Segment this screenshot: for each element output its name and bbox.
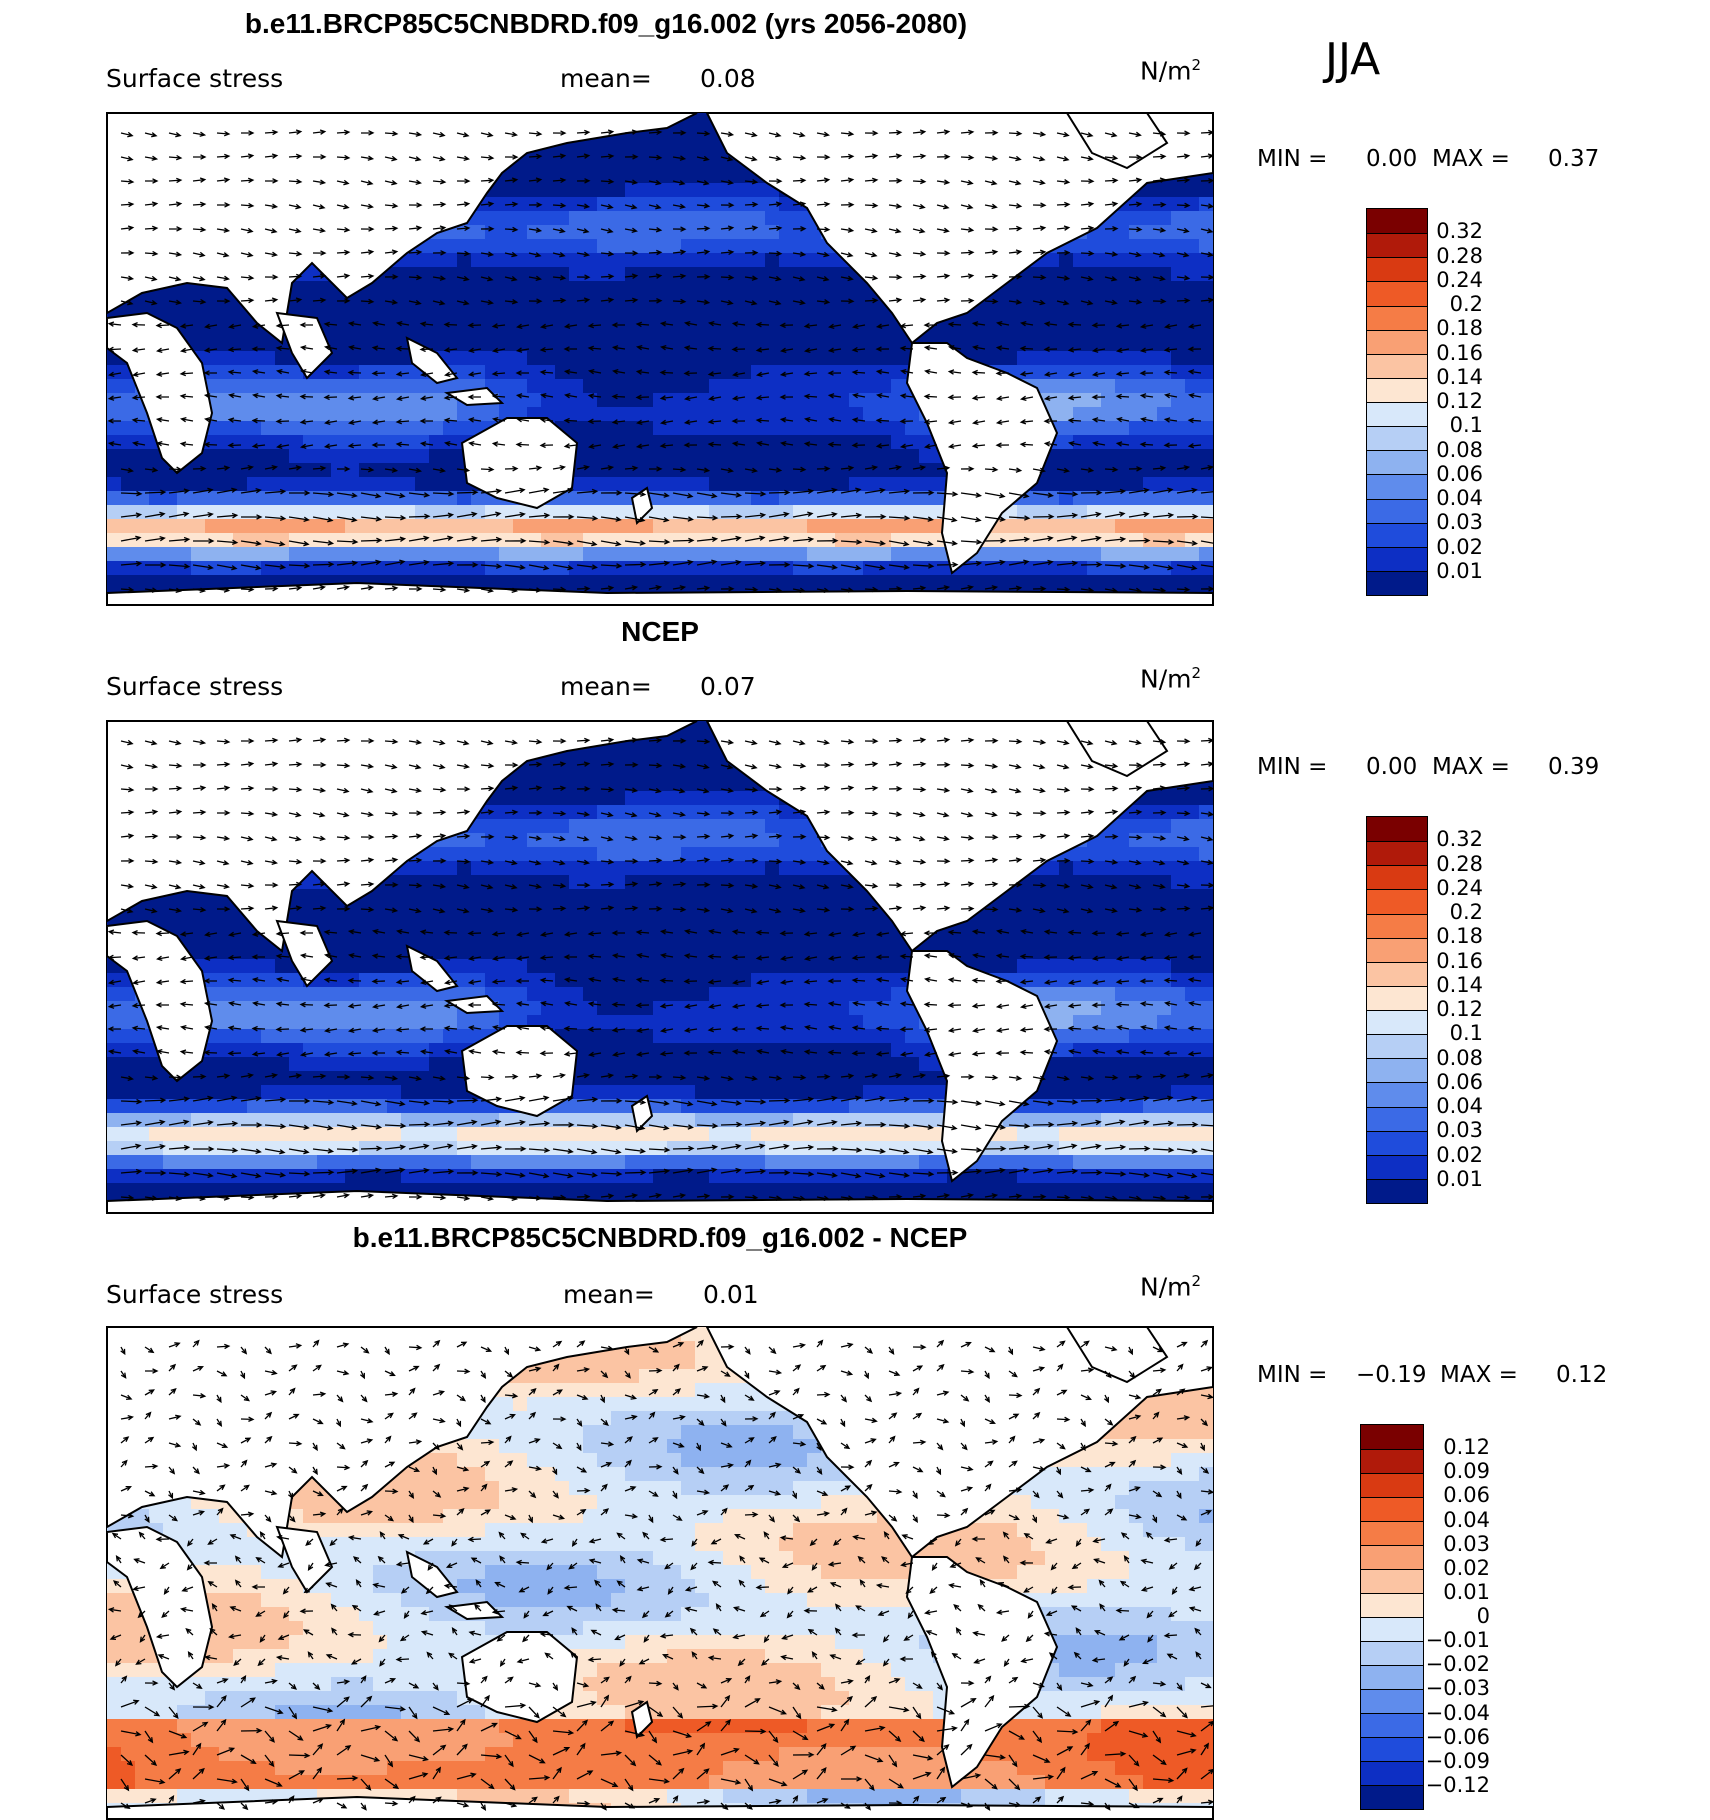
colorbar-tick-label: 0.24 xyxy=(1413,876,1483,900)
colorbar-swatch xyxy=(1361,1617,1423,1641)
colorbar-tick-label: 0.06 xyxy=(1420,1483,1490,1507)
colorbar-swatch xyxy=(1361,1713,1423,1737)
colorbar-tick-label: −0.01 xyxy=(1420,1628,1490,1652)
colorbar-tick-label: 0.03 xyxy=(1413,1118,1483,1142)
colorbar-tick-label: 0.28 xyxy=(1413,852,1483,876)
colorbar-swatch xyxy=(1361,1497,1423,1521)
colorbar-tick-label: 0.08 xyxy=(1413,438,1483,462)
colorbar-tick-label: 0.12 xyxy=(1413,389,1483,413)
panel-2-max-value: 0.39 xyxy=(1548,754,1599,780)
colorbar-tick-label: 0.16 xyxy=(1413,949,1483,973)
colorbar-swatch xyxy=(1361,1785,1423,1809)
colorbar-tick-label: 0.18 xyxy=(1413,316,1483,340)
colorbar-tick-label: 0.2 xyxy=(1413,900,1483,924)
colorbar-swatch xyxy=(1361,1593,1423,1617)
colorbar-swatch xyxy=(1361,1473,1423,1497)
panel-1-max-value: 0.37 xyxy=(1548,146,1599,172)
colorbar-tick-label: 0.2 xyxy=(1413,292,1483,316)
panel-3-title: b.e11.BRCP85C5CNBDRD.f09_g16.002 - NCEP xyxy=(106,1222,1214,1254)
colorbar-swatch xyxy=(1361,1761,1423,1785)
panel-1-map xyxy=(106,112,1214,606)
panel-3-variable: Surface stress xyxy=(106,1280,283,1309)
panel-3-min-label: MIN = xyxy=(1257,1362,1327,1388)
colorbar-tick-label: 0.28 xyxy=(1413,244,1483,268)
panel-1-min-label: MIN = xyxy=(1257,146,1327,172)
colorbar-tick-label: −0.04 xyxy=(1420,1701,1490,1725)
colorbar-tick-label: 0.04 xyxy=(1413,486,1483,510)
colorbar-tick-label: 0.08 xyxy=(1413,1046,1483,1070)
colorbar-tick-label: 0.02 xyxy=(1420,1556,1490,1580)
colorbar-tick-label: 0.18 xyxy=(1413,924,1483,948)
panel-3-min-value: −0.19 xyxy=(1356,1362,1426,1388)
panel-3-colorbar xyxy=(1360,1424,1424,1810)
colorbar-tick-label: 0.1 xyxy=(1413,413,1483,437)
colorbar-swatch xyxy=(1361,1425,1423,1449)
colorbar-tick-label: 0.14 xyxy=(1413,973,1483,997)
colorbar-tick-label: 0.14 xyxy=(1413,365,1483,389)
panel-2-mean-value: 0.07 xyxy=(700,672,756,701)
panel-1-min-value: 0.00 xyxy=(1366,146,1417,172)
colorbar-tick-label: 0.01 xyxy=(1413,1167,1483,1191)
colorbar-swatch xyxy=(1361,1569,1423,1593)
colorbar-tick-label: 0.06 xyxy=(1413,462,1483,486)
panel-1-variable: Surface stress xyxy=(106,64,283,93)
colorbar-tick-label: 0.09 xyxy=(1420,1459,1490,1483)
panel-1-max-label: MAX = xyxy=(1432,146,1510,172)
colorbar-tick-label: 0.32 xyxy=(1413,219,1483,243)
colorbar-tick-label: 0.03 xyxy=(1420,1532,1490,1556)
panel-1-mean-label: mean= xyxy=(560,64,652,93)
panel-2-min-value: 0.00 xyxy=(1366,754,1417,780)
colorbar-tick-label: −0.03 xyxy=(1420,1676,1490,1700)
colorbar-swatch xyxy=(1361,1737,1423,1761)
colorbar-swatch xyxy=(1361,1689,1423,1713)
panel-2-map xyxy=(106,720,1214,1214)
colorbar-swatch xyxy=(1361,1449,1423,1473)
colorbar-tick-label: 0.03 xyxy=(1413,510,1483,534)
colorbar-tick-label: −0.06 xyxy=(1420,1725,1490,1749)
panel-2-title: NCEP xyxy=(106,616,1214,648)
panel-3-units: N/m2 xyxy=(1140,1272,1201,1301)
colorbar-tick-label: 0.1 xyxy=(1413,1021,1483,1045)
colorbar-swatch xyxy=(1361,1545,1423,1569)
season-label: JJA xyxy=(1325,34,1380,85)
colorbar-tick-label: 0.04 xyxy=(1420,1508,1490,1532)
colorbar-tick-label: −0.09 xyxy=(1420,1749,1490,1773)
colorbar-tick-label: 0.06 xyxy=(1413,1070,1483,1094)
panel-2-units: N/m2 xyxy=(1140,664,1201,693)
colorbar-tick-label: 0.16 xyxy=(1413,341,1483,365)
colorbar-swatch xyxy=(1361,1665,1423,1689)
colorbar-tick-label: −0.12 xyxy=(1420,1773,1490,1797)
panel-3-max-label: MAX = xyxy=(1440,1362,1518,1388)
colorbar-tick-label: 0.32 xyxy=(1413,827,1483,851)
colorbar-tick-label: 0.12 xyxy=(1413,997,1483,1021)
colorbar-tick-label: 0.12 xyxy=(1420,1435,1490,1459)
colorbar-tick-label: 0.01 xyxy=(1413,559,1483,583)
panel-2-max-label: MAX = xyxy=(1432,754,1510,780)
panel-3-max-value: 0.12 xyxy=(1556,1362,1607,1388)
panel-3-mean-value: 0.01 xyxy=(703,1280,759,1309)
panel-2-mean-label: mean= xyxy=(560,672,652,701)
panel-1-title: b.e11.BRCP85C5CNBDRD.f09_g16.002 (yrs 20… xyxy=(106,8,1106,40)
colorbar-tick-label: 0.02 xyxy=(1413,535,1483,559)
colorbar-tick-label: 0 xyxy=(1420,1604,1490,1628)
colorbar-swatch xyxy=(1361,1641,1423,1665)
panel-1-mean-value: 0.08 xyxy=(700,64,756,93)
panel-3-map xyxy=(106,1326,1214,1820)
colorbar-tick-label: 0.01 xyxy=(1420,1580,1490,1604)
panel-3-mean-label: mean= xyxy=(563,1280,655,1309)
colorbar-tick-label: 0.04 xyxy=(1413,1094,1483,1118)
colorbar-swatch xyxy=(1361,1521,1423,1545)
panel-2-variable: Surface stress xyxy=(106,672,283,701)
panel-1-units: N/m2 xyxy=(1140,56,1201,85)
colorbar-tick-label: 0.24 xyxy=(1413,268,1483,292)
colorbar-tick-label: 0.02 xyxy=(1413,1143,1483,1167)
panel-2-min-label: MIN = xyxy=(1257,754,1327,780)
colorbar-tick-label: −0.02 xyxy=(1420,1652,1490,1676)
